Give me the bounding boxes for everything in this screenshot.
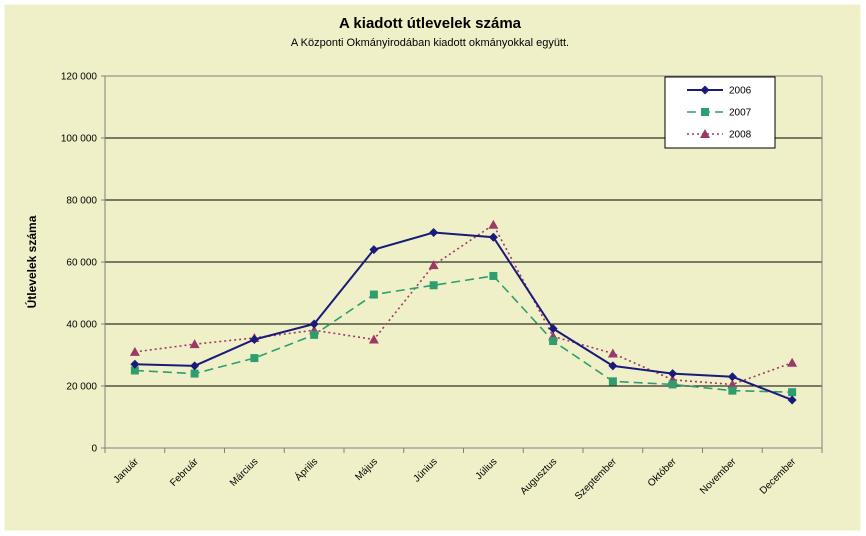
data-point-triangle [428, 260, 439, 270]
legend-label-2006: 2006 [729, 86, 752, 97]
legend-label-2007: 2007 [729, 108, 752, 119]
data-point-square [489, 271, 498, 280]
data-point-square [701, 108, 709, 116]
chart-subtitle: A Központi Okmányirodában kiadott okmány… [291, 37, 569, 49]
series-line-2006 [134, 231, 793, 401]
data-point-triangle [189, 339, 200, 349]
data-point-square [310, 330, 319, 339]
data-point-diamond [130, 359, 140, 369]
y-tick-label: 0 [91, 444, 97, 455]
data-point-diamond [668, 369, 678, 379]
series-2006 [130, 228, 797, 405]
data-point-diamond [190, 361, 200, 371]
data-point-square [608, 377, 617, 386]
legend: 2006 2007 2008 [664, 76, 776, 149]
y-tick-label: 60 000 [66, 258, 97, 269]
y-tick-label: 20 000 [66, 382, 97, 393]
y-tick-label: 120 000 [61, 72, 98, 83]
legend-label-2008: 2008 [729, 130, 752, 141]
data-point-diamond [608, 361, 618, 371]
data-point-triangle [368, 334, 379, 344]
data-point-diamond [700, 85, 710, 95]
data-point-diamond [429, 228, 439, 238]
data-point-square [788, 388, 797, 397]
chart-title: A kiadott útlevelek száma [339, 15, 522, 32]
data-point-square [130, 366, 139, 375]
data-point-diamond [548, 324, 558, 334]
data-point-square [190, 369, 199, 378]
series-line-2007 [134, 275, 793, 393]
data-point-triangle [787, 357, 798, 367]
y-tick-label: 100 000 [61, 134, 98, 145]
y-tick-label: 40 000 [66, 320, 97, 331]
data-point-square [369, 290, 378, 299]
series-2007 [130, 271, 797, 397]
data-point-triangle [727, 379, 738, 389]
data-point-diamond [488, 232, 498, 242]
data-point-square [549, 337, 558, 346]
data-point-square [250, 354, 259, 363]
series-layer [129, 219, 798, 405]
data-point-triangle [607, 348, 618, 358]
data-point-diamond [249, 335, 259, 344]
series-line-2008 [134, 223, 793, 386]
y-tick-label: 80 000 [66, 196, 97, 207]
data-point-square [728, 386, 737, 395]
data-point-square [429, 281, 438, 290]
data-point-triangle [488, 219, 499, 229]
data-point-diamond [787, 395, 797, 405]
y-axis-label: Útlevelek száma [24, 215, 39, 308]
data-point-square [668, 380, 677, 389]
data-point-triangle [129, 346, 140, 356]
data-point-diamond [369, 245, 379, 255]
data-point-diamond [309, 319, 319, 329]
data-point-triangle [700, 129, 710, 138]
data-point-diamond [727, 372, 737, 382]
